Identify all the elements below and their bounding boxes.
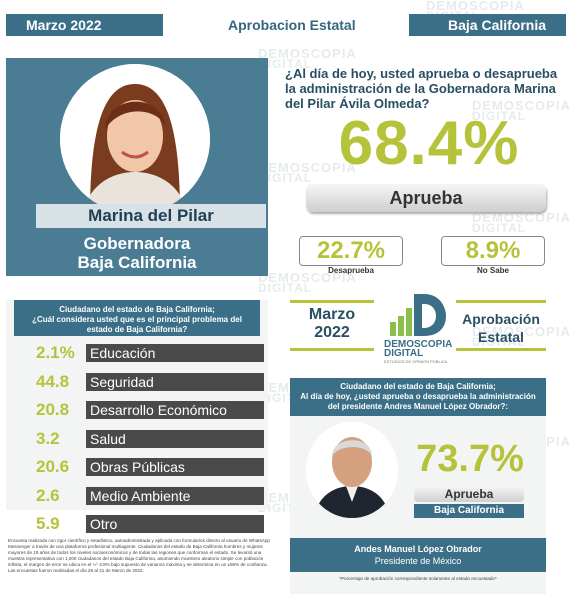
- governor-photo: [60, 64, 210, 214]
- demoscopia-logo: [386, 292, 450, 340]
- approval-question: ¿Al día de hoy, usted aprueba o desaprue…: [285, 66, 558, 111]
- divider: [456, 300, 546, 303]
- problem-label: Educación: [86, 344, 264, 362]
- problem-value: 20.8: [36, 400, 70, 419]
- governor-role: Gobernadora Baja California: [77, 234, 197, 272]
- president-approve-label: Aprueba: [414, 486, 524, 502]
- problem-value: 44.8: [36, 372, 70, 391]
- problem-label: Salud: [86, 430, 264, 448]
- problems-header: Ciudadano del estado de Baja California;…: [14, 300, 260, 336]
- approve-label: Aprueba: [306, 184, 546, 212]
- problem-label: Otro: [86, 515, 264, 533]
- president-name-band: Andes Manuel López Obrador Presidente de…: [290, 538, 546, 572]
- divider: [290, 300, 374, 303]
- center-date: Marzo 2022: [308, 306, 356, 341]
- problem-label: Desarrollo Económico: [86, 401, 264, 419]
- problem-label: Seguridad: [86, 373, 264, 391]
- header-bar: Marzo 2022 Aprobacion Estatal Baja Calif…: [6, 14, 566, 36]
- problem-label: Medio Ambiente: [86, 487, 264, 505]
- president-name: Andes Manuel López Obrador: [354, 544, 482, 554]
- governor-name: Marina del Pilar: [88, 206, 214, 225]
- president-footnote: *Porcentaje de aprobación correspondient…: [339, 576, 497, 581]
- problem-value: 3.2: [36, 429, 60, 448]
- president-header: Ciudadano del estado de Baja California;…: [290, 378, 546, 416]
- header-state: Baja California: [448, 17, 547, 33]
- governor-name-band: Marina del Pilar: [36, 204, 266, 228]
- problems-panel: Ciudadano del estado de Baja California;…: [6, 300, 268, 510]
- governor-card: Marina del Pilar Gobernadora Baja Califo…: [6, 58, 268, 276]
- approval-percentage: 68.4%: [338, 109, 520, 178]
- problem-value: 2.6: [36, 486, 60, 505]
- center-approval-title: Aprobación Estatal: [462, 311, 540, 345]
- divider: [456, 348, 546, 351]
- disapprove-percentage: 22.7%: [299, 236, 403, 266]
- problem-value: 5.9: [36, 514, 60, 533]
- logo-text: DEMOSCOPIA DIGITAL: [384, 339, 453, 359]
- problem-value: 20.6: [36, 457, 70, 476]
- problem-label: Obras Públicas: [86, 458, 264, 476]
- header-date: Marzo 2022: [26, 17, 102, 33]
- president-approval-percentage: 73.7%: [416, 438, 524, 480]
- president-role: Presidente de México: [374, 556, 462, 566]
- logo-subtitle: ESTUDIOS DE OPINIÓN PÚBLICA: [384, 359, 448, 364]
- unknown-percentage: 8.9%: [441, 236, 545, 266]
- president-state-label: Baja California: [414, 504, 524, 518]
- president-photo: [306, 422, 398, 518]
- unknown-label: No Sabe: [476, 266, 509, 275]
- disapprove-label: Desaprueba: [328, 266, 374, 275]
- divider: [290, 348, 374, 351]
- president-panel: Ciudadano del estado de Baja California;…: [290, 378, 546, 594]
- header-title: Aprobacion Estatal: [228, 17, 356, 33]
- problem-value: 2.1%: [36, 343, 75, 362]
- methodology-note: Encuesta realizada con rigor científico …: [8, 538, 270, 573]
